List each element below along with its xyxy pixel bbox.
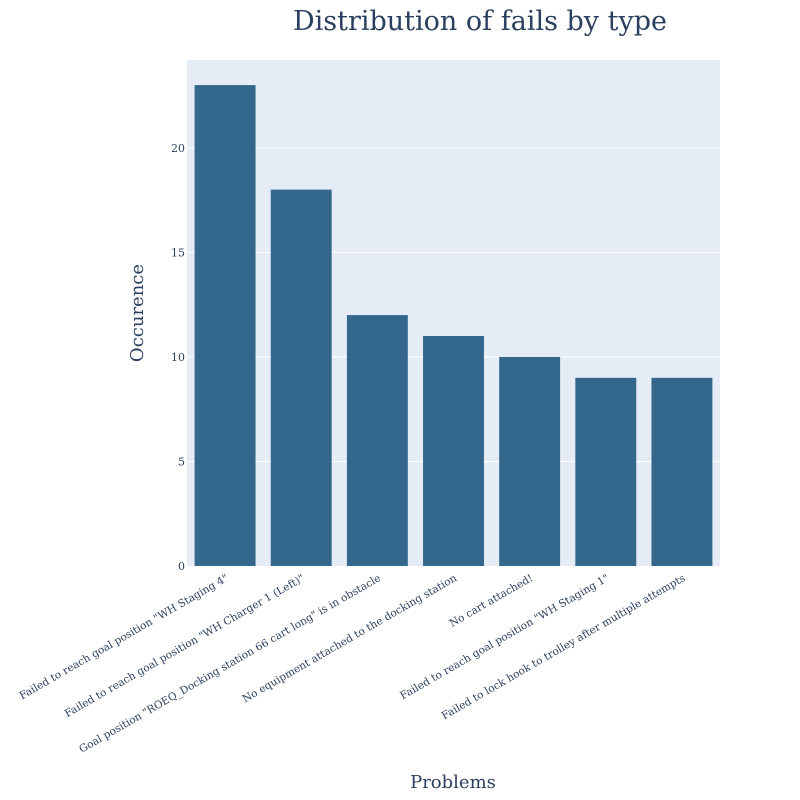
x-tick-label: Goal position "ROEQ_Docking station 66 c… <box>77 572 383 755</box>
y-tick-label: 15 <box>171 246 185 259</box>
y-tick-label: 20 <box>171 142 185 155</box>
x-axis-ticks: Failed to reach goal position "WH Stagin… <box>17 572 687 756</box>
y-tick-label: 5 <box>178 455 185 468</box>
bar <box>346 315 408 566</box>
bar <box>423 336 484 566</box>
y-tick-label: 0 <box>178 560 185 573</box>
y-tick-label: 10 <box>171 351 185 364</box>
bars <box>194 85 713 567</box>
y-axis-ticks: 0 5 10 15 20 <box>171 142 185 573</box>
y-axis-title: Occurence <box>127 264 148 362</box>
bar <box>270 189 332 567</box>
x-axis-title: Problems <box>410 772 496 793</box>
bar <box>499 356 561 566</box>
chart-title: Distribution of fails by type <box>293 6 667 37</box>
bar <box>194 85 256 566</box>
bar <box>575 377 637 566</box>
bar <box>651 377 713 566</box>
